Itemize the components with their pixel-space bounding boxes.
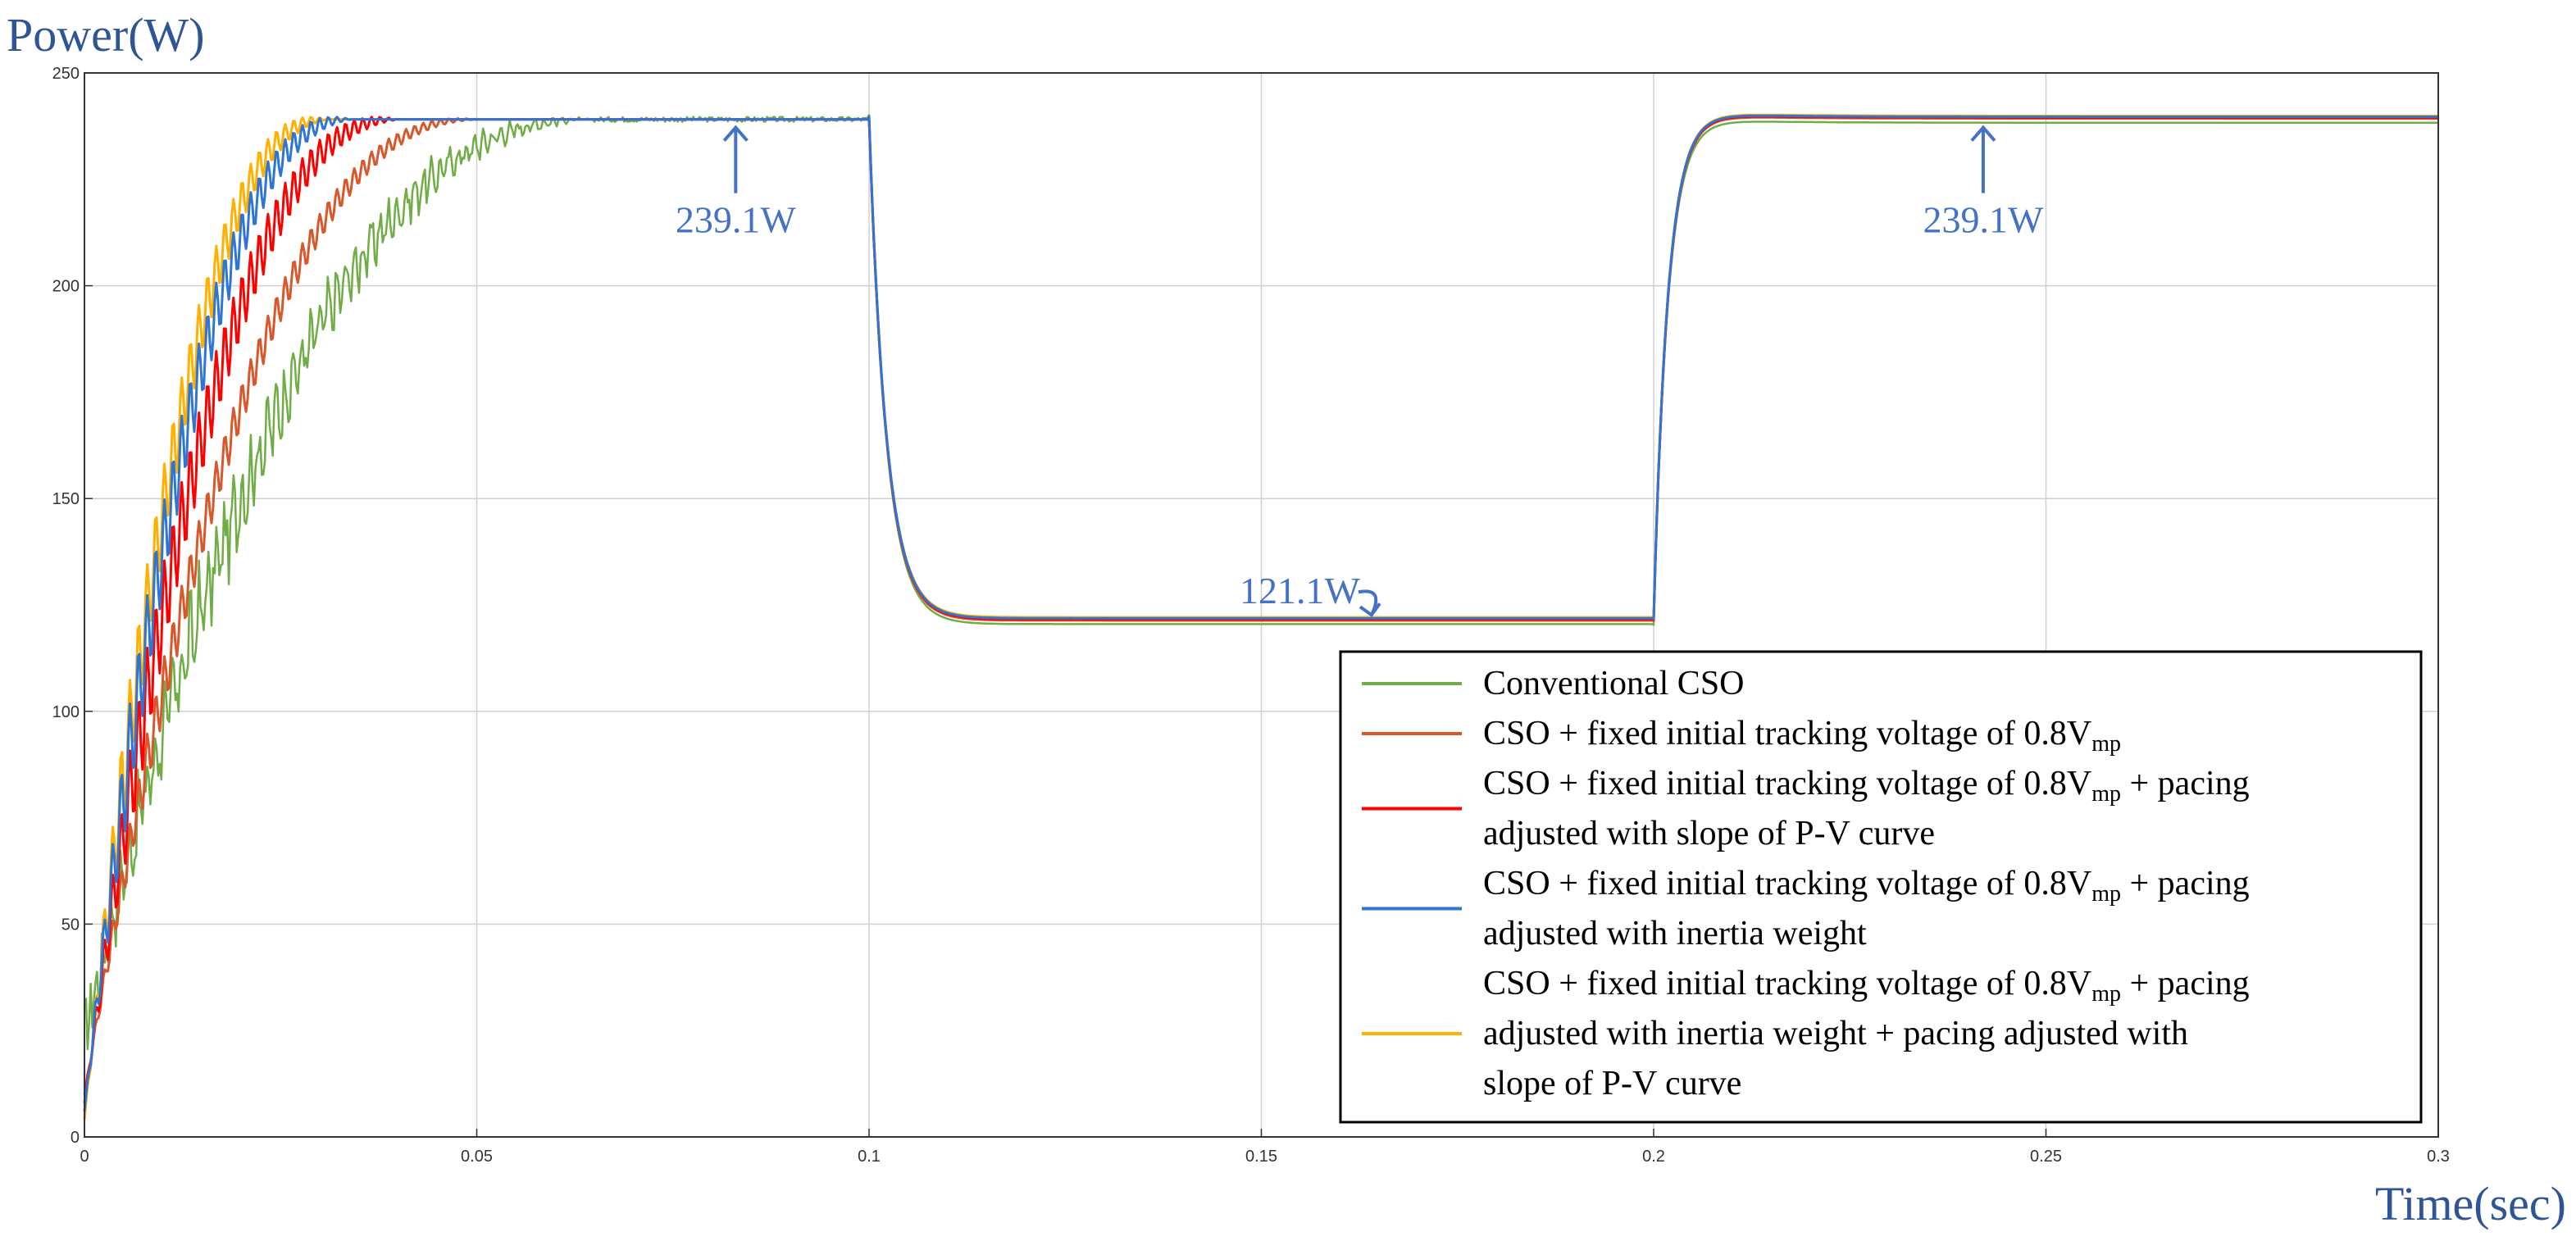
legend-box	[1339, 650, 2423, 1124]
y-tick-label: 50	[61, 916, 80, 934]
y-tick-label: 250	[52, 65, 80, 83]
x-tick-label: 0.2	[1642, 1148, 1665, 1166]
annotation-label: 121.1W	[1240, 570, 1361, 611]
legend-entry-2: CSO + fixed initial tracking voltage of …	[1362, 715, 2121, 757]
y-tick-label: 150	[52, 490, 80, 508]
legend-label: CSO + fixed initial tracking voltage of …	[1483, 965, 2250, 1007]
y-tick-label: 0	[71, 1129, 80, 1147]
y-axis-title: Power(W)	[7, 8, 205, 61]
x-tick-label: 0.1	[858, 1148, 881, 1166]
legend-label: Conventional CSO	[1483, 665, 1745, 702]
annotation-label: 239.1W	[1923, 199, 2044, 241]
annotations: 239.1W 121.1W 239.1W	[676, 125, 2044, 618]
series-group	[83, 113, 2438, 1121]
series-line-1	[83, 116, 2438, 1051]
legend-label: slope of P-V curve	[1483, 1065, 1741, 1102]
legend-label: CSO + fixed initial tracking voltage of …	[1483, 715, 2121, 757]
arrow-head-icon	[1970, 125, 1996, 142]
legend-entry-5: CSO + fixed initial tracking voltage of …	[1362, 965, 2250, 1102]
arrow-head-icon	[1359, 602, 1381, 618]
legend: Conventional CSO CSO + fixed initial trac…	[1339, 650, 2423, 1124]
annotation-label: 239.1W	[676, 199, 797, 241]
x-axis-title: Time(sec)	[2375, 1177, 2566, 1230]
legend-label: CSO + fixed initial tracking voltage of …	[1483, 765, 2250, 807]
legend-entry-3: CSO + fixed initial tracking voltage of …	[1362, 765, 2250, 852]
legend-label: CSO + fixed initial tracking voltage of …	[1483, 865, 2250, 907]
y-tick-label: 100	[52, 703, 80, 721]
x-tick-label: 0	[80, 1148, 89, 1166]
annotation-1: 239.1W	[676, 125, 797, 241]
series-line-4	[83, 114, 2438, 1111]
x-tick-label: 0.15	[1245, 1148, 1277, 1166]
legend-label: adjusted with inertia weight	[1483, 915, 1867, 952]
legend-entry-1: Conventional CSO	[1362, 665, 1745, 702]
x-tick-label: 0.05	[461, 1148, 493, 1166]
arrow-head-icon	[722, 125, 749, 142]
annotation-3: 239.1W	[1923, 125, 2044, 241]
x-tick-label: 0.25	[2030, 1148, 2062, 1166]
x-tick-label: 0.3	[2427, 1148, 2450, 1166]
legend-label: adjusted with slope of P-V curve	[1483, 815, 1935, 852]
y-tick-label: 200	[52, 278, 80, 296]
annotation-2: 121.1W	[1240, 570, 1381, 618]
legend-entry-4: CSO + fixed initial tracking voltage of …	[1362, 865, 2250, 952]
legend-label: adjusted with inertia weight + pacing ad…	[1483, 1015, 2188, 1052]
plot-frame	[84, 72, 2439, 1138]
